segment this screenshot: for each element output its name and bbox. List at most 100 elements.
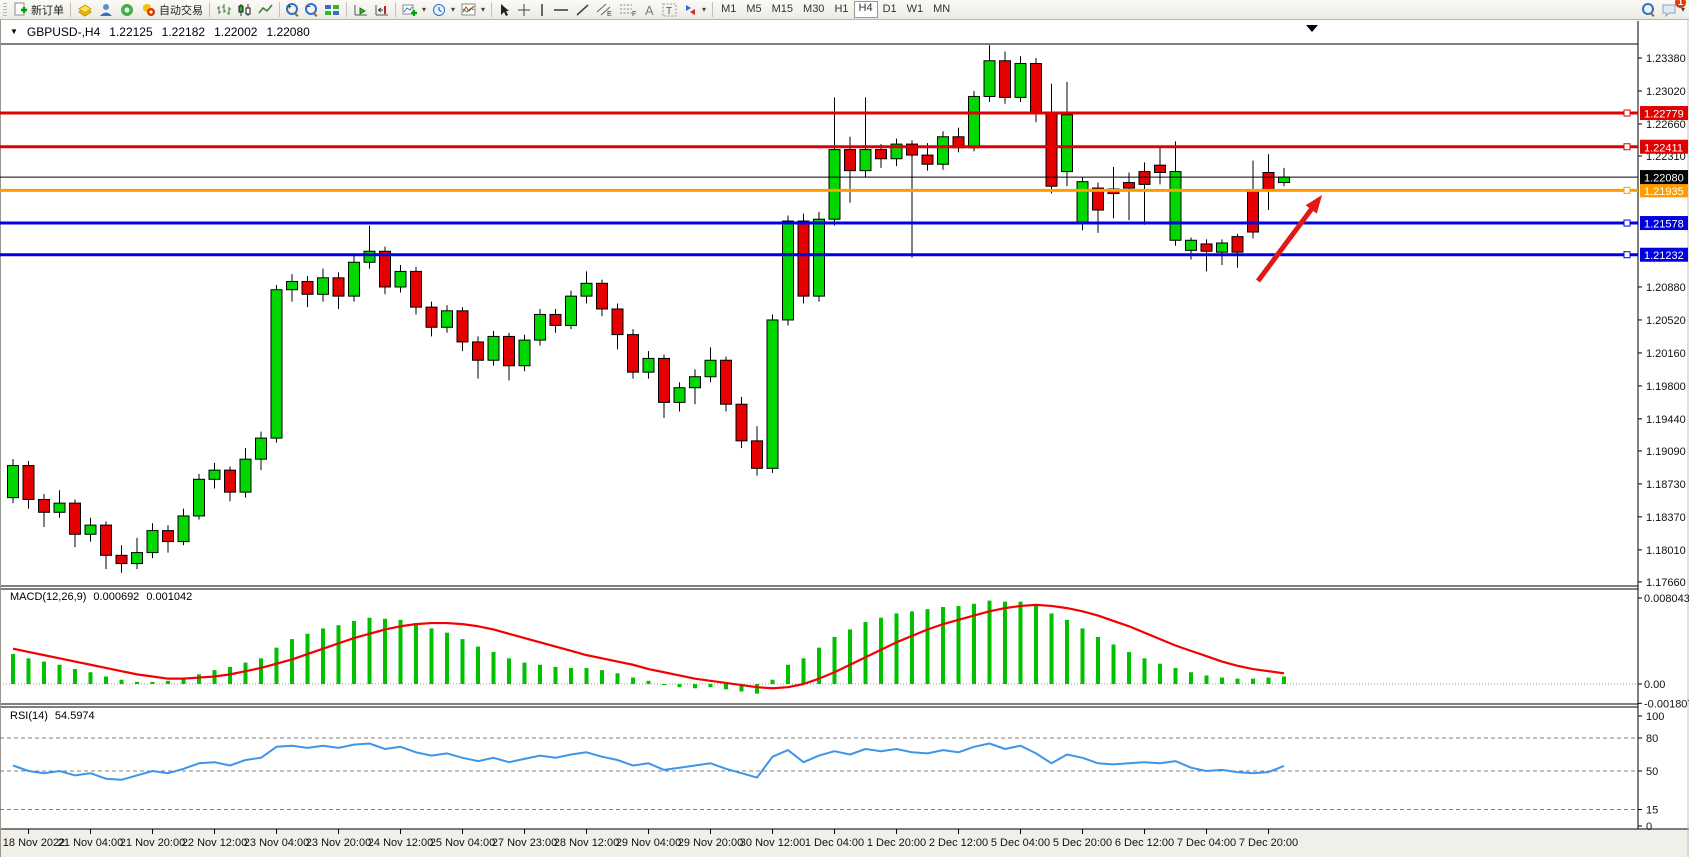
level-handle-1.22779[interactable] [1623, 109, 1631, 117]
level-handle-1.21578[interactable] [1623, 219, 1631, 227]
macd-value2: 0.001042 [146, 591, 193, 603]
chart-shift-icon [375, 4, 388, 15]
candle-78 [1216, 242, 1228, 253]
time-label: 2 Dec 12:00 [929, 837, 988, 849]
time-label: 30 Nov 12:00 [740, 837, 805, 849]
tab-w1[interactable]: W1 [906, 3, 924, 15]
line-chart-icon [258, 4, 273, 13]
rsi-indicator-label: RSI(14) 54.5974 [10, 710, 95, 722]
vertical-line-button[interactable] [534, 1, 550, 18]
line-chart-button[interactable] [255, 1, 276, 18]
tab-d1[interactable]: D1 [882, 3, 897, 15]
price-tick-1.23020: 1.23020 [1646, 86, 1686, 98]
ohlc-high: 1.22182 [161, 25, 206, 39]
tab-m15[interactable]: M15 [771, 3, 794, 15]
level-handle-1.22411[interactable] [1623, 143, 1631, 151]
candle-1 [22, 465, 35, 500]
label-button[interactable]: T [659, 1, 680, 18]
cursor-button[interactable] [495, 1, 514, 18]
macd-tick-0.008043: 0.008043 [1644, 593, 1689, 605]
candle-39 [611, 308, 624, 336]
search-button[interactable] [1639, 1, 1658, 18]
candle-70 [1092, 187, 1104, 211]
time-label: 21 Nov 20:00 [120, 837, 185, 849]
tab-m1[interactable]: M1 [721, 3, 737, 15]
zoom-out-button[interactable]: − [302, 1, 321, 18]
new-order-button[interactable]: 新订单 [10, 1, 67, 18]
tab-mn[interactable]: MN [933, 3, 951, 15]
chart-canvas[interactable]: 1.23380 1.23020 1.22660 1.22310 1.20880 1.205… [0, 20, 1689, 857]
equidistant-channel-button[interactable]: E [593, 1, 616, 18]
annotation-arrow-head[interactable] [1305, 195, 1322, 214]
candle-69 [1076, 181, 1089, 225]
horizontal-line-button[interactable] [550, 1, 572, 18]
candle-9 [146, 530, 159, 554]
price-tick-1.18010: 1.18010 [1646, 545, 1686, 557]
level-handle-1.21935[interactable] [1623, 186, 1631, 194]
candle-32 [503, 335, 515, 367]
annotation-arrow-shaft[interactable] [1255, 204, 1316, 283]
price-tick-1.23380: 1.23380 [1646, 53, 1686, 65]
text-button[interactable]: A [640, 1, 659, 18]
arrows-button[interactable]: ▾ [680, 1, 709, 18]
macd-signal-line [12, 603, 1285, 690]
tile-windows-icon [325, 4, 339, 15]
profiles-button[interactable]: ▾ [429, 1, 458, 18]
time-label: 29 Nov 20:00 [678, 837, 743, 849]
collapse-triangle-icon[interactable]: ▼ [10, 27, 18, 36]
tab-h1[interactable]: H1 [834, 3, 849, 15]
candle-13 [208, 469, 221, 480]
time-label: 24 Nov 12:00 [368, 837, 433, 849]
candle-59 [921, 154, 934, 165]
candle-81 [1262, 171, 1275, 192]
rsi-line [12, 742, 1285, 781]
new-chart-button[interactable]: ▾ [399, 1, 429, 18]
chart-shift-button[interactable] [371, 1, 392, 18]
chart-shift-marker[interactable] [1306, 25, 1318, 32]
toolbar-overflow-chevron-icon[interactable]: ▾ [1680, 5, 1685, 14]
market-watch-button[interactable] [74, 1, 96, 18]
navigator-button[interactable] [117, 1, 138, 18]
candle-16 [255, 437, 267, 460]
time-label: 18 Nov 2022 [3, 837, 65, 849]
candle-34 [534, 313, 546, 341]
candle-7 [115, 554, 128, 565]
pane-borders [0, 20, 1689, 857]
separator [712, 2, 714, 17]
candle-25 [394, 270, 407, 288]
svg-text:A: A [645, 3, 654, 17]
indicators-button[interactable]: ▾ [458, 1, 488, 18]
bar-chart-button[interactable] [213, 1, 234, 18]
candle-38 [596, 282, 608, 310]
chat-button[interactable]: 1 [1658, 0, 1686, 18]
candle-35 [549, 313, 562, 326]
candle-42 [658, 357, 670, 403]
candle-17 [270, 289, 283, 439]
chat-badge: 1 [1674, 0, 1686, 8]
level-price-label-1.22411 [1640, 139, 1688, 154]
candlestick-chart-button[interactable] [234, 1, 255, 18]
trendline-icon [576, 3, 589, 16]
level-price-label-1.22779 [1640, 106, 1688, 121]
candle-44 [689, 376, 701, 389]
autotrading-button[interactable]: 自动交易 [138, 1, 206, 18]
tab-m30[interactable]: M30 [803, 3, 825, 15]
toolbar-grip[interactable] [3, 2, 7, 17]
auto-scroll-button[interactable] [350, 1, 371, 18]
rsi-tick-80: 80 [1646, 733, 1658, 745]
price-tick-1.18730: 1.18730 [1646, 479, 1686, 491]
zoom-in-button[interactable]: + [283, 1, 302, 18]
tile-windows-button[interactable] [321, 1, 343, 18]
crosshair-button[interactable] [514, 1, 534, 18]
trendline-button[interactable] [572, 1, 593, 18]
data-window-button[interactable] [96, 1, 117, 18]
fibonacci-button[interactable]: F [616, 1, 640, 18]
tab-m5[interactable]: M5 [746, 3, 762, 15]
fibonacci-icon: F [620, 4, 636, 17]
tab-h4[interactable]: H4 [853, 1, 878, 18]
vertical-line-icon [541, 3, 543, 16]
candle-48 [751, 440, 763, 469]
macd-axis: 0.008043 0.00 -0.001807 [1638, 593, 1689, 710]
svg-text:1.21578: 1.21578 [1644, 219, 1684, 231]
level-handle-1.21232[interactable] [1623, 251, 1631, 259]
